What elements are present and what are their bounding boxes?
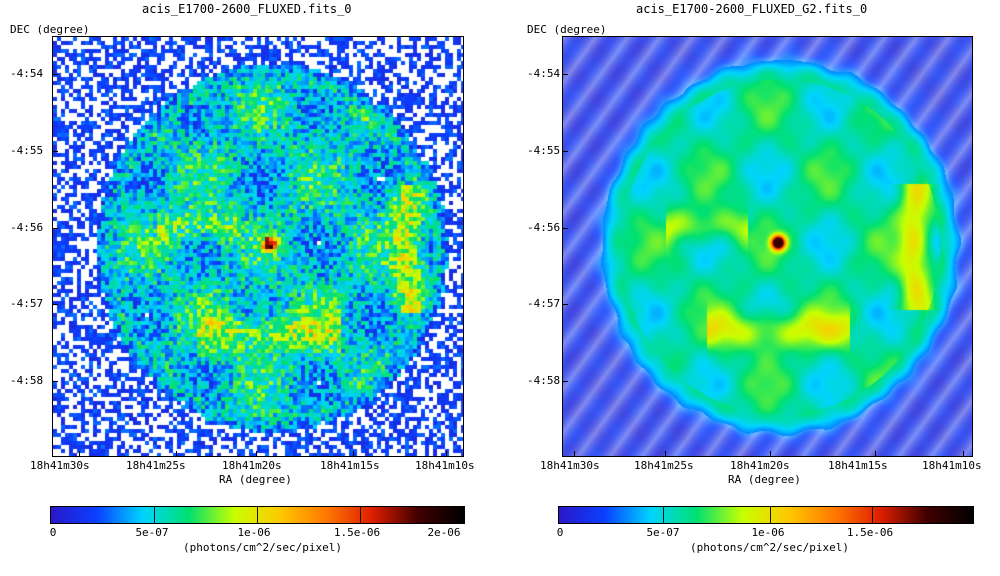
- panel-smoothed: acis_E1700-2600_FLUXED_G2.fits_0 DEC (de…: [500, 0, 1000, 576]
- x-tick: [446, 451, 447, 457]
- x-tick: [770, 451, 771, 457]
- x-tick: [353, 451, 354, 457]
- colorbar-tick-label: 1e-06: [751, 526, 785, 539]
- colorbar-tick: [257, 507, 258, 523]
- image-plot[interactable]: [52, 36, 464, 457]
- sky-image: [563, 37, 972, 456]
- colorbar-tick: [360, 507, 361, 523]
- colorbar: [50, 506, 465, 524]
- x-tick: [256, 451, 257, 457]
- y-tick: [562, 151, 568, 152]
- y-tick-label: -4:55: [10, 144, 44, 157]
- y-tick-label: -4:54: [527, 67, 561, 80]
- y-tick-label: -4:58: [527, 374, 561, 387]
- y-tick: [562, 381, 568, 382]
- panel-title: acis_E1700-2600_FLUXED_G2.fits_0: [636, 2, 868, 16]
- y-tick: [52, 304, 58, 305]
- y-tick-label: -4:57: [527, 297, 561, 310]
- x-tick-label: 18h41m10s: [415, 459, 475, 472]
- y-tick-label: -4:54: [10, 67, 44, 80]
- x-tick-label: 18h41m15s: [828, 459, 888, 472]
- x-tick-label: 18h41m30s: [30, 459, 90, 472]
- x-tick-label: 18h41m10s: [922, 459, 982, 472]
- x-tick: [875, 451, 876, 457]
- colorbar-tick: [663, 507, 664, 523]
- y-tick-label: -4:57: [10, 297, 44, 310]
- x-tick: [574, 451, 575, 457]
- colorbar: [558, 506, 974, 524]
- x-tick-label: 18h41m25s: [126, 459, 186, 472]
- colorbar-tick-label: 5e-07: [135, 526, 169, 539]
- y-tick-label: -4:55: [527, 144, 561, 157]
- y-tick: [52, 381, 58, 382]
- colorbar-tick: [154, 507, 155, 523]
- image-plot[interactable]: [562, 36, 973, 457]
- colorbar-tick-label: 1.5e-06: [333, 526, 381, 539]
- y-tick: [562, 228, 568, 229]
- y-axis-label: DEC (degree): [10, 23, 90, 36]
- colorbar-label: (photons/cm^2/sec/pixel): [183, 541, 342, 554]
- x-tick: [79, 451, 80, 457]
- panel-raw: acis_E1700-2600_FLUXED.fits_0 DEC (degre…: [10, 2, 475, 554]
- x-tick-label: 18h41m20s: [730, 459, 790, 472]
- y-tick: [52, 151, 58, 152]
- sky-image: [53, 37, 463, 456]
- y-tick-label: -4:56: [10, 221, 44, 234]
- x-axis-label: RA (degree): [219, 473, 292, 486]
- colorbar-tick-label: 0: [556, 526, 564, 539]
- y-tick-label: -4:56: [527, 221, 561, 234]
- x-tick-label: 18h41m25s: [634, 459, 694, 472]
- colorbar-label: (photons/cm^2/sec/pixel): [690, 541, 849, 554]
- y-tick: [52, 228, 58, 229]
- x-tick: [963, 451, 964, 457]
- x-tick-label: 18h41m20s: [222, 459, 282, 472]
- x-tick: [176, 451, 177, 457]
- colorbar-tick-label: 1.5e-06: [846, 526, 894, 539]
- y-tick-label: -4:58: [10, 374, 44, 387]
- y-tick: [562, 74, 568, 75]
- y-axis-label: DEC (degree): [527, 23, 607, 36]
- colorbar-tick-label: 0: [49, 526, 57, 539]
- colorbar-tick-label: 5e-07: [646, 526, 680, 539]
- colorbar-tick-label: 2e-06: [427, 526, 461, 539]
- x-axis-label: RA (degree): [728, 473, 801, 486]
- x-tick-label: 18h41m30s: [540, 459, 600, 472]
- colorbar-tick-label: 1e-06: [237, 526, 271, 539]
- x-tick: [665, 451, 666, 457]
- y-tick: [52, 74, 58, 75]
- y-tick: [562, 304, 568, 305]
- panel-title: acis_E1700-2600_FLUXED.fits_0: [142, 2, 352, 16]
- colorbar-tick: [872, 507, 873, 523]
- x-tick-label: 18h41m15s: [320, 459, 380, 472]
- colorbar-tick: [770, 507, 771, 523]
